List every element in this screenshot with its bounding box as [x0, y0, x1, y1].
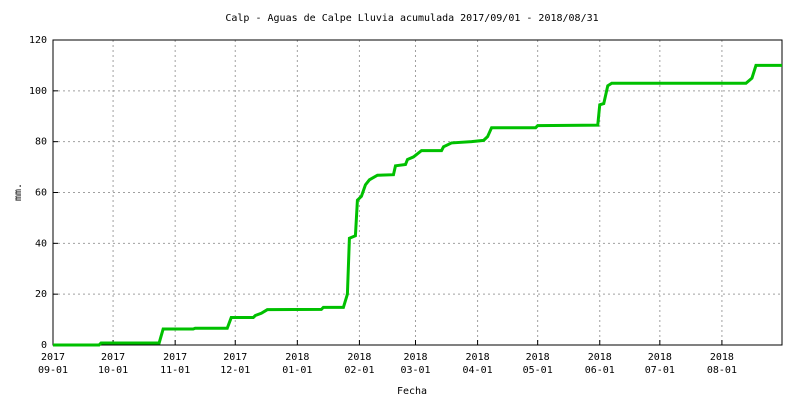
x-tick-label: 05-01 [523, 365, 553, 376]
x-tick-label: 11-01 [160, 365, 190, 376]
x-tick-label: 06-01 [585, 365, 615, 376]
x-tick-label: 2018 [403, 352, 427, 363]
x-tick-label: 01-01 [282, 365, 312, 376]
y-tick-label: 80 [35, 137, 47, 148]
x-axis-label: Fecha [397, 386, 427, 397]
y-tick-label: 0 [41, 340, 47, 351]
y-tick-label: 60 [35, 188, 47, 199]
x-tick-label: 2018 [710, 352, 734, 363]
x-tick-label: 2017 [163, 352, 187, 363]
x-tick-label: 08-01 [707, 365, 737, 376]
plot-frame [52, 39, 783, 346]
x-tick-label: 2018 [648, 352, 672, 363]
chart-title: Calp - Aguas de Calpe Lluvia acumulada 2… [225, 13, 598, 24]
y-tick-label: 20 [35, 289, 47, 300]
x-tick-label: 12-01 [220, 365, 250, 376]
x-tick-label: 2018 [526, 352, 550, 363]
x-tick-label: 03-01 [400, 365, 430, 376]
x-tick-label: 10-01 [98, 365, 128, 376]
x-tick-label: 2017 [101, 352, 125, 363]
x-tick-label: 2017 [223, 352, 247, 363]
y-tick-label: 100 [29, 86, 47, 97]
x-tick-label: 02-01 [344, 365, 374, 376]
x-tick-label: 2018 [285, 352, 309, 363]
y-tick-label: 120 [29, 35, 47, 46]
x-tick-label: 04-01 [463, 365, 493, 376]
x-tick-label: 2017 [41, 352, 65, 363]
y-tick-label: 40 [35, 238, 47, 249]
x-tick-label: 2018 [588, 352, 612, 363]
x-tick-label: 2018 [347, 352, 371, 363]
x-tick-label: 2018 [466, 352, 490, 363]
x-tick-label: 09-01 [38, 365, 68, 376]
y-axis-label: mm. [13, 183, 24, 201]
x-tick-label: 07-01 [645, 365, 675, 376]
data-line [53, 63, 782, 347]
